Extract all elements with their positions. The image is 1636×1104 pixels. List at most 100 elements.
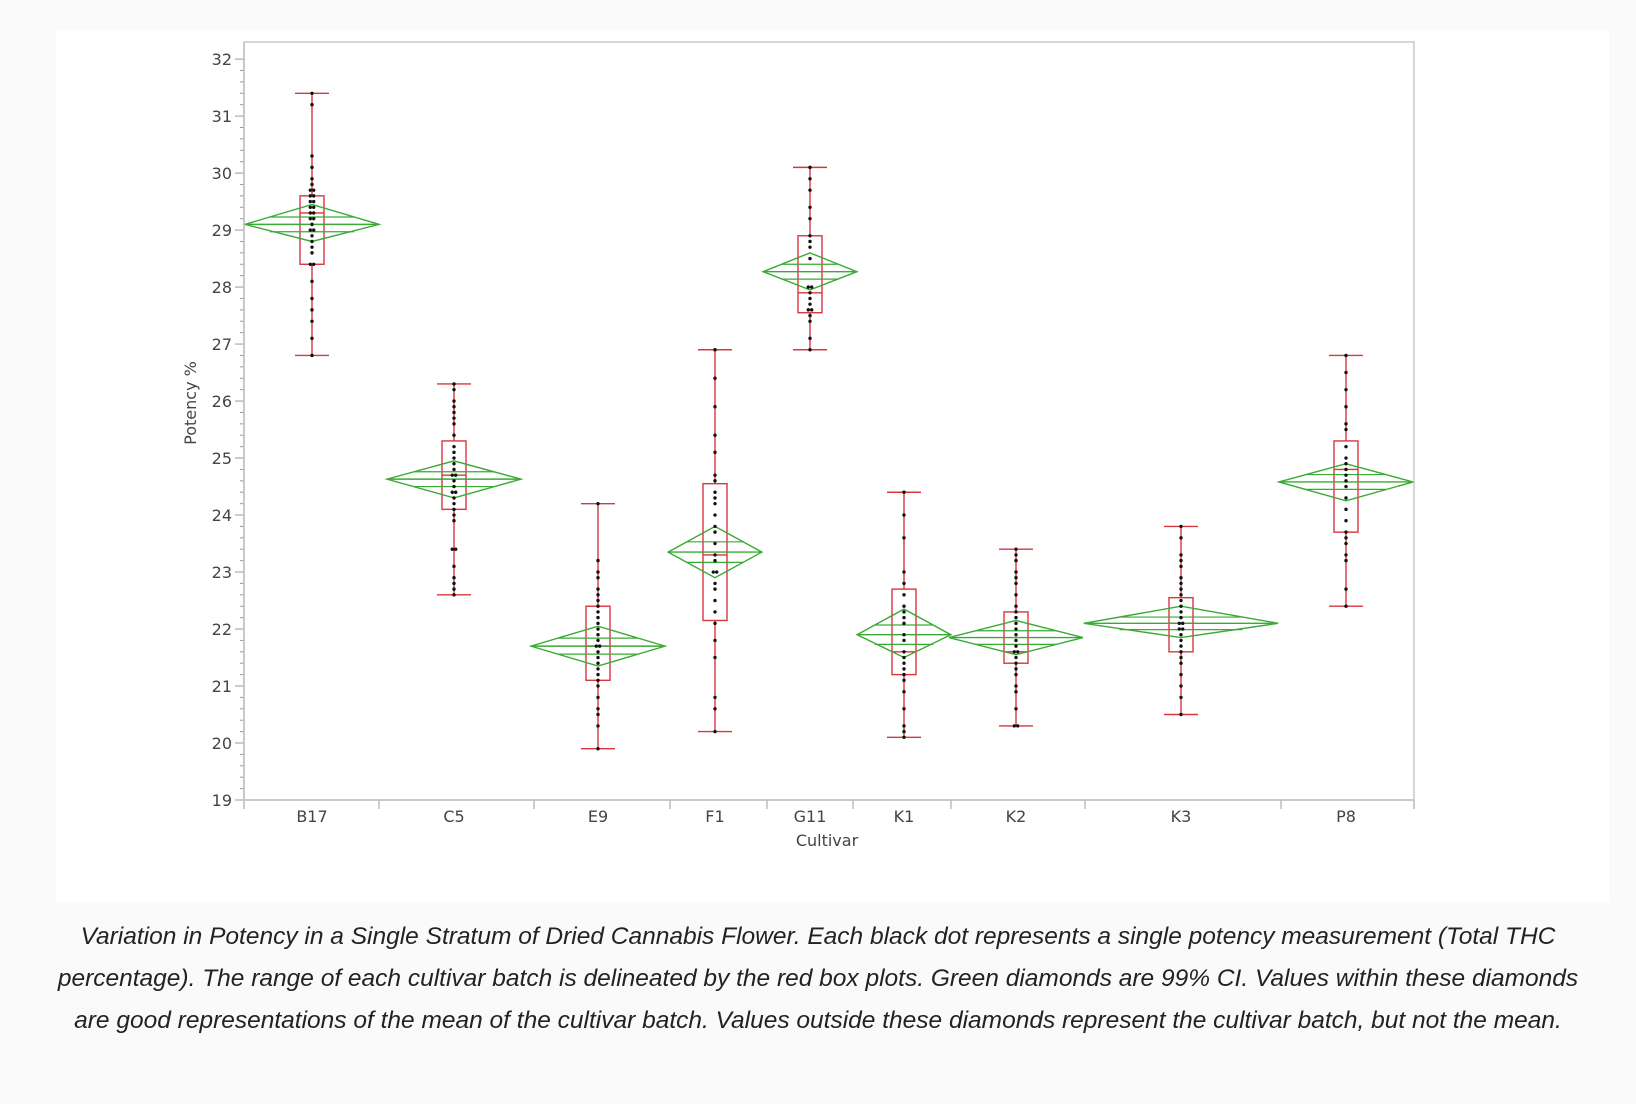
data-point: [713, 598, 717, 603]
data-point: [310, 353, 314, 358]
data-point: [310, 165, 314, 170]
data-point: [1179, 661, 1183, 665]
data-point: [312, 194, 316, 198]
data-point: [810, 308, 814, 312]
data-point: [808, 291, 812, 295]
data-point: [1014, 615, 1018, 620]
data-point: [713, 496, 717, 500]
data-point: [713, 513, 717, 517]
data-point: [1016, 724, 1020, 728]
data-point: [1344, 541, 1348, 546]
data-point: [452, 501, 456, 506]
x-tick-label: K1: [894, 807, 915, 826]
data-point: [1179, 638, 1183, 643]
x-tick-label: K2: [1006, 807, 1027, 826]
data-point: [713, 729, 717, 734]
data-point: [1179, 633, 1183, 637]
data-point: [713, 530, 717, 534]
data-point: [1344, 422, 1348, 426]
data-point: [596, 558, 600, 563]
data-point: [1014, 690, 1018, 694]
data-point: [598, 644, 602, 648]
data-point: [1014, 604, 1018, 608]
points-k1: [902, 490, 906, 740]
x-tick-label: K3: [1171, 807, 1192, 826]
data-point: [1014, 661, 1018, 665]
data-point: [1344, 462, 1348, 466]
data-point: [1179, 587, 1183, 591]
data-point: [902, 735, 906, 740]
points-f1: [711, 348, 719, 734]
figure-caption: Variation in Potency in a Single Stratum…: [57, 923, 1579, 1034]
data-point: [1179, 650, 1183, 654]
data-point: [1179, 581, 1183, 586]
y-tick-label: 28: [212, 278, 232, 297]
data-point: [902, 621, 906, 626]
data-point: [308, 205, 312, 209]
data-point: [713, 479, 717, 483]
data-point: [310, 336, 314, 341]
data-point: [808, 313, 812, 318]
data-point: [452, 422, 456, 426]
data-point: [713, 524, 717, 529]
data-point: [808, 216, 812, 221]
data-point: [310, 182, 314, 187]
data-point: [808, 165, 812, 170]
data-point: [310, 102, 314, 107]
data-point: [312, 199, 316, 204]
x-axis-ticks: B17 C5 E9 F1 G11 K1 K2 K3 P8: [243, 799, 1415, 826]
data-point: [312, 216, 316, 221]
data-point: [1344, 370, 1348, 375]
data-point: [1014, 627, 1018, 631]
data-point: [1014, 707, 1018, 711]
data-point: [1179, 576, 1183, 580]
data-point: [902, 610, 906, 614]
data-point: [596, 576, 600, 580]
y-tick-label: 29: [212, 221, 232, 240]
data-point: [1014, 672, 1018, 677]
data-point: [902, 513, 906, 517]
ci-diamond-f1: [666, 525, 764, 579]
data-point: [713, 450, 717, 455]
data-point: [596, 661, 600, 665]
data-point: [308, 216, 312, 221]
data-point: [310, 222, 314, 227]
x-tick-label: P8: [1336, 807, 1356, 826]
data-point: [713, 501, 717, 506]
data-point: [1344, 604, 1348, 608]
data-point: [808, 296, 812, 301]
mean-diamonds: [242, 203, 1416, 667]
data-point: [808, 256, 812, 261]
data-point: [308, 188, 312, 192]
data-point: [1179, 615, 1183, 620]
data-point: [596, 667, 600, 671]
data-point: [310, 177, 314, 181]
data-point: [902, 490, 906, 494]
data-point: [1181, 627, 1185, 631]
data-point: [713, 638, 717, 643]
data-point: [310, 308, 314, 312]
data-point: [452, 467, 456, 472]
data-point: [452, 433, 456, 437]
data-point: [1179, 610, 1183, 614]
data-point: [1344, 587, 1348, 591]
data-point: [808, 234, 812, 238]
data-point: [596, 604, 600, 608]
data-point: [1179, 524, 1183, 529]
y-tick-label: 26: [212, 392, 232, 411]
data-point: [1014, 576, 1018, 580]
data-point: [1179, 672, 1183, 677]
box-plot-k1: [887, 491, 921, 739]
data-point: [1344, 427, 1348, 432]
data-point: [1181, 621, 1185, 626]
data-point: [806, 308, 810, 312]
data-point: [596, 627, 600, 631]
box-plot-c5: [437, 383, 471, 596]
data-point: [310, 319, 314, 323]
points-p8: [1344, 353, 1348, 608]
data-point: [452, 513, 456, 517]
data-point: [902, 661, 906, 665]
data-point: [808, 245, 812, 249]
data-point: [713, 610, 717, 614]
data-point: [452, 382, 456, 386]
